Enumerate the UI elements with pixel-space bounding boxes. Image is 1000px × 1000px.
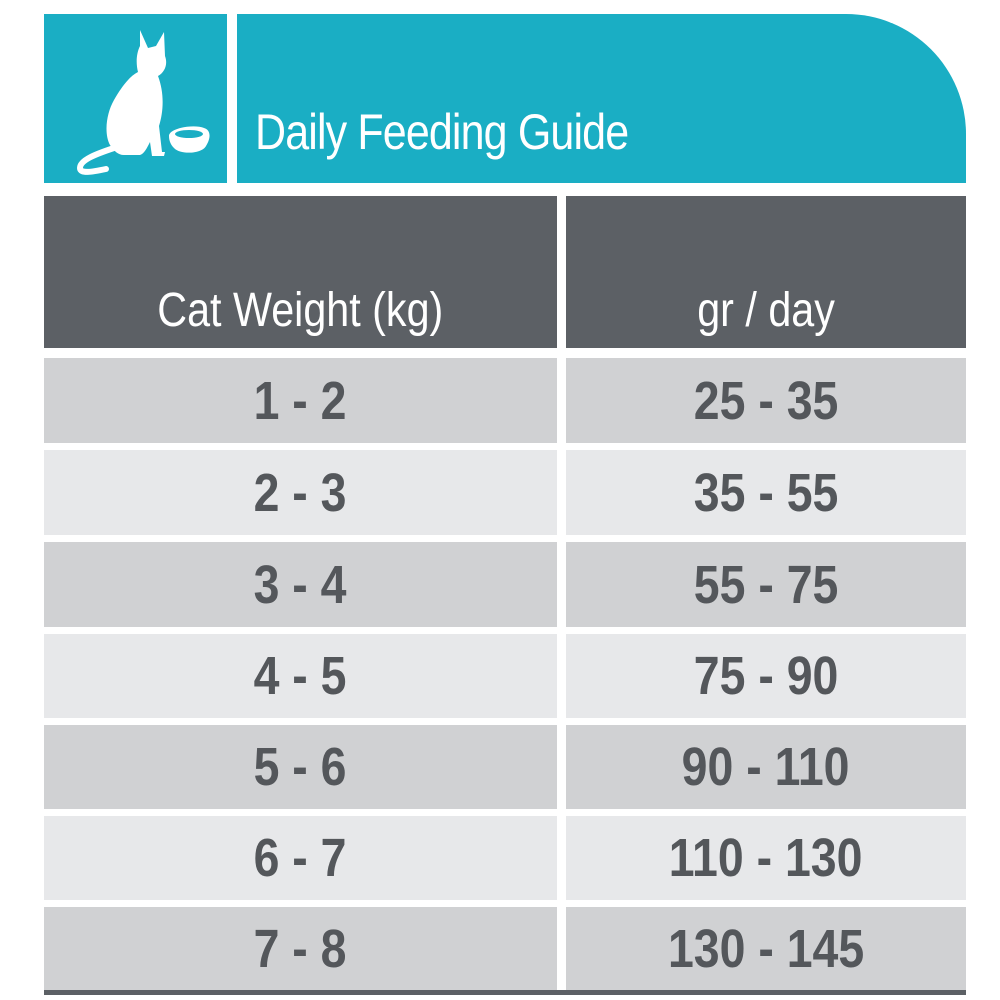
table-row-weight: 6 - 7: [44, 816, 557, 900]
table-row-amount: 130 - 145: [566, 907, 966, 990]
page-title: Daily Feeding Guide: [255, 104, 629, 160]
column-header-weight: Cat Weight (kg): [44, 196, 557, 348]
weight-value: 5 - 6: [254, 737, 347, 797]
title-bar: Daily Feeding Guide: [237, 14, 966, 183]
amount-value: 55 - 75: [693, 554, 839, 615]
table-row-amount: 75 - 90: [566, 634, 966, 718]
table-row-amount: 110 - 130: [566, 816, 966, 900]
amount-value: 110 - 130: [669, 828, 863, 888]
weight-value: 2 - 3: [254, 462, 347, 523]
amount-value: 35 - 55: [693, 462, 839, 523]
table-row-amount: 25 - 35: [566, 358, 966, 443]
amount-value: 90 - 110: [682, 737, 850, 797]
table-row-weight: 2 - 3: [44, 450, 557, 535]
weight-value: 6 - 7: [254, 828, 347, 888]
table-row-weight: 7 - 8: [44, 907, 557, 990]
amount-value: 75 - 90: [693, 646, 839, 706]
table-row-weight: 4 - 5: [44, 634, 557, 718]
column-header-amount: gr / day: [566, 196, 966, 348]
table-row-weight: 3 - 4: [44, 542, 557, 627]
table-row-weight: 1 - 2: [44, 358, 557, 443]
header-icon-box: [44, 14, 227, 183]
table-row-amount: 35 - 55: [566, 450, 966, 535]
weight-value: 1 - 2: [254, 370, 347, 431]
table-row-amount: 55 - 75: [566, 542, 966, 627]
amount-value: 130 - 145: [667, 918, 865, 979]
cat-with-bowl-icon: [76, 30, 210, 175]
column-header-weight-label: Cat Weight (kg): [157, 284, 444, 337]
amount-value: 25 - 35: [693, 370, 839, 431]
weight-value: 4 - 5: [254, 646, 347, 706]
table-row-amount: 90 - 110: [566, 725, 966, 809]
table-row-weight: 5 - 6: [44, 725, 557, 809]
table-bottom-divider: [44, 990, 966, 995]
weight-value: 7 - 8: [254, 918, 347, 979]
column-header-amount-label: gr / day: [697, 284, 835, 337]
weight-value: 3 - 4: [254, 554, 347, 615]
